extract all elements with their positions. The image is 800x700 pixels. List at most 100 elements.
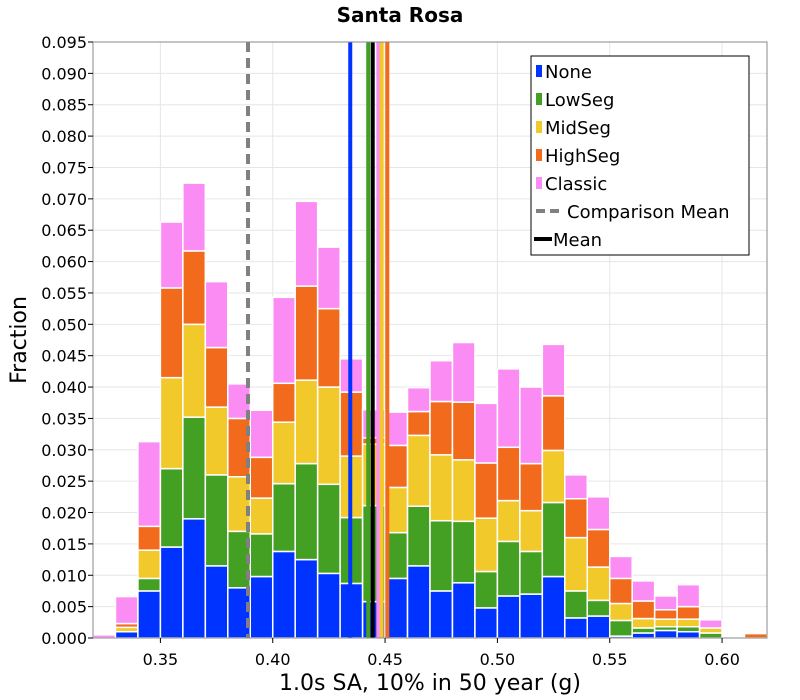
y-tick-label: 0.050 (41, 315, 87, 334)
bar-classic (406, 386, 431, 413)
y-tick-label: 0.020 (41, 504, 87, 523)
y-tick-label: 0.095 (41, 33, 87, 52)
bar-highseg (451, 401, 476, 461)
bar-classic (429, 359, 454, 403)
bar-classic (496, 368, 521, 449)
bar-highseg (564, 497, 589, 539)
x-tick-label: 0.55 (592, 650, 628, 669)
bar-highseg (676, 605, 701, 620)
y-tick-label: 0.030 (41, 441, 87, 460)
x-tick-label: 0.50 (480, 650, 516, 669)
bar-classic (227, 383, 252, 420)
bar-none (631, 632, 656, 639)
bar-midseg (653, 618, 678, 628)
legend-box (530, 55, 750, 256)
bar-classic (159, 221, 184, 289)
legend-label: Comparison Mean (567, 202, 730, 223)
bar-none (429, 590, 454, 639)
bar-highseg (204, 346, 229, 408)
bar-classic (653, 595, 678, 611)
legend-label: None (545, 62, 592, 83)
bar-classic (608, 555, 633, 580)
y-tick-label: 0.040 (41, 378, 87, 397)
bar-lowseg (271, 482, 296, 553)
bar-highseg (159, 287, 184, 379)
bar-classic (698, 619, 723, 629)
y-tick-label: 0.045 (41, 347, 87, 366)
bar-classic (474, 402, 499, 464)
bar-midseg (541, 449, 566, 504)
bar-lowseg (541, 501, 566, 578)
x-axis: 0.35 0.40 0.45 0.50 0.55 0.60 (143, 638, 740, 669)
bar-lowseg (676, 625, 701, 633)
bar-lowseg (294, 462, 319, 561)
legend: None LowSeg MidSeg HighSeg Classic Comparison… (530, 55, 750, 256)
bar-midseg (137, 549, 162, 580)
bar-midseg (316, 386, 341, 486)
bar-none (653, 629, 678, 639)
bar-midseg (182, 323, 207, 418)
y-tick-label: 0.000 (41, 629, 87, 648)
bar-highseg (541, 395, 566, 452)
bar-midseg (474, 517, 499, 573)
bar-classic (182, 182, 207, 252)
y-tick-label: 0.015 (41, 535, 87, 554)
bar-highseg (631, 600, 656, 620)
x-tick-label: 0.60 (704, 650, 740, 669)
bar-highseg (294, 285, 319, 381)
bar-none (474, 607, 499, 639)
bar-classic (204, 280, 229, 349)
x-axis-label: 1.0s SA, 10% in 50 year (g) (279, 671, 581, 696)
bar-midseg (249, 497, 274, 535)
bar-none (541, 575, 566, 639)
y-tick-label: 0.090 (41, 64, 87, 83)
bar-lowseg (519, 550, 544, 595)
legend-swatch (536, 177, 542, 189)
bar-highseg (406, 410, 431, 437)
legend-label: Classic (545, 174, 607, 195)
bar-midseg (406, 434, 431, 508)
y-axis-label: Fraction (7, 296, 32, 384)
bar-lowseg (204, 474, 229, 567)
x-tick-label: 0.45 (367, 650, 403, 669)
bar-midseg (204, 406, 229, 476)
bar-none (586, 615, 611, 639)
bar-highseg (182, 250, 207, 326)
bar-highseg (743, 632, 768, 639)
bar-lowseg (474, 570, 499, 609)
bar-none (182, 518, 207, 639)
bar-lowseg (137, 577, 162, 592)
bar-midseg (564, 536, 589, 592)
legend-label: Mean (553, 230, 602, 251)
bar-midseg (294, 379, 319, 465)
bar-lowseg (406, 505, 431, 567)
bar-midseg (586, 566, 611, 602)
bar-classic (541, 343, 566, 397)
bar-highseg (271, 382, 296, 423)
bar-none (137, 590, 162, 639)
y-tick-label: 0.070 (41, 190, 87, 209)
y-tick-label: 0.035 (41, 409, 87, 428)
y-tick-label: 0.085 (41, 96, 87, 115)
bar-none (406, 565, 431, 639)
bar-highseg (474, 462, 499, 519)
bar-midseg (608, 602, 633, 622)
bar-none (204, 565, 229, 639)
legend-label: LowSeg (545, 90, 614, 111)
legend-swatch (536, 121, 542, 133)
bar-highseg (653, 609, 678, 620)
bar-highseg (586, 528, 611, 568)
bar-classic (451, 341, 476, 403)
x-tick-label: 0.40 (255, 650, 291, 669)
bar-lowseg (249, 533, 274, 578)
bar-classic (316, 246, 341, 310)
bar-classic (631, 580, 656, 602)
bar-classic (294, 200, 319, 287)
bar-lowseg (496, 540, 521, 597)
bar-classic (137, 440, 162, 528)
bar-highseg (608, 577, 633, 605)
x-tick-label: 0.35 (143, 650, 179, 669)
bar-highseg (137, 525, 162, 551)
chart-title: Santa Rosa (337, 3, 464, 27)
bar-none (159, 546, 184, 639)
